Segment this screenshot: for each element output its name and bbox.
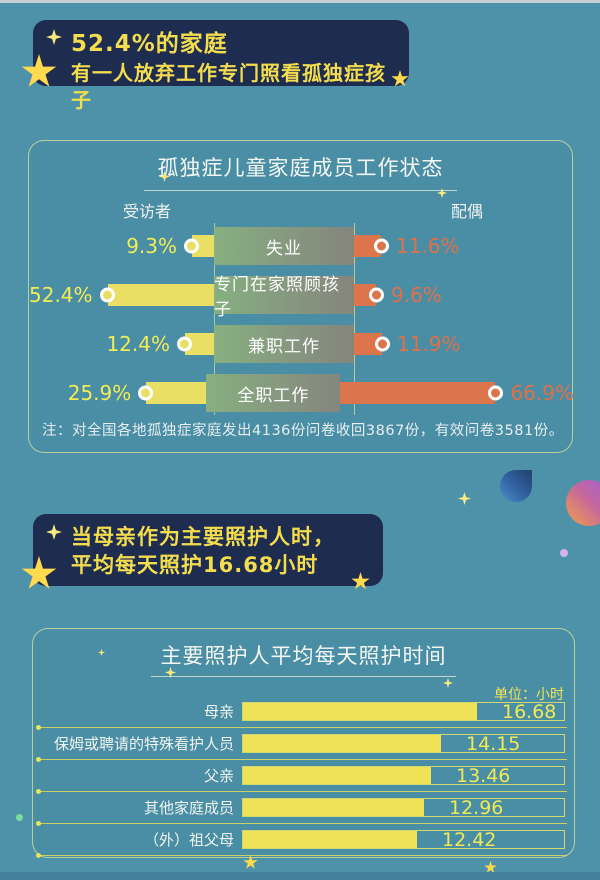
category-label: 母亲	[203, 703, 234, 721]
planet-icon	[566, 480, 600, 526]
value-label: 12.42	[442, 828, 497, 851]
spouse-bar	[354, 333, 390, 355]
chart2-title: 主要照护人平均每天照护时间	[160, 644, 447, 668]
chart1-right-header: 配偶	[450, 202, 483, 221]
axis-dot-icon	[36, 757, 41, 762]
bar-fill	[243, 735, 441, 752]
left-value-label: 12.4%	[106, 332, 170, 356]
left-value-label: 52.4%	[29, 283, 93, 307]
unit-label: 单位：小时	[494, 687, 564, 703]
axis-dot-icon	[36, 853, 41, 858]
chart2-panel: 主要照护人平均每天照护时间 单位：小时 母亲 16.68 保姆或聘请的特殊看护人…	[32, 628, 575, 858]
headline-line1: 52.4%的家庭	[71, 31, 228, 57]
spouse-bar	[340, 382, 504, 404]
right-value-label: 11.9%	[397, 332, 461, 356]
sparkle-star-icon	[98, 649, 105, 656]
bar-end-dot-icon	[184, 238, 199, 254]
comet-icon	[500, 470, 532, 502]
bar-track: 14.15	[242, 732, 565, 755]
chart1-title: 孤独症儿童家庭成员工作状态	[157, 156, 444, 180]
right-value-label: 66.9%	[510, 381, 574, 405]
bar-end-dot-icon	[138, 385, 154, 401]
chart1-row: 9.3% 失业 11.6%	[29, 227, 574, 265]
category-label: 保姆或聘请的特殊看护人员	[53, 735, 234, 753]
axis-dot-icon	[36, 725, 41, 730]
value-label: 14.15	[466, 732, 521, 755]
bar-end-dot-icon	[374, 238, 389, 254]
sparkle-star-icon	[443, 678, 453, 688]
chart1-right-axis-line	[354, 223, 355, 415]
sparkle-star-icon	[458, 492, 471, 505]
bar-end-dot-icon	[99, 287, 115, 303]
page-top-edge	[0, 0, 600, 3]
axis-dot-icon	[36, 789, 41, 794]
bar-end-dot-icon	[177, 336, 192, 352]
chart2-row: 母亲 16.68	[36, 696, 567, 730]
left-value-label: 9.3%	[126, 234, 177, 258]
bar-track: 16.68	[242, 700, 565, 723]
category-label: （外）祖父母	[143, 831, 234, 849]
lavender-dot-icon	[560, 549, 568, 557]
sparkle-star-icon	[165, 667, 176, 678]
value-label: 12.96	[449, 796, 504, 819]
chart1-left-axis-line	[214, 223, 215, 415]
green-dot-icon	[16, 814, 23, 821]
headline-banner-2: 当母亲作为主要照护人时， 平均每天照护16.68小时	[21, 514, 383, 590]
respondent-bar	[184, 235, 214, 257]
sparkle-star-icon	[437, 188, 447, 198]
bar-track: 12.42	[242, 828, 565, 851]
big-star-icon	[21, 54, 57, 87]
category-label: 兼职工作	[214, 325, 354, 363]
bar-end-dot-icon	[369, 287, 384, 303]
small-star-icon	[484, 861, 497, 873]
right-value-label: 11.6%	[396, 234, 460, 258]
bar-fill	[243, 831, 417, 848]
chart1-left-header: 受访者	[122, 202, 171, 221]
category-label: 其他家庭成员	[143, 799, 234, 817]
chart1-row: 12.4% 兼职工作 11.9%	[29, 325, 574, 363]
chart1-panel: 孤独症儿童家庭成员工作状态 受访者 配偶 9.3% 失业 11.6% 52.4%	[28, 140, 574, 453]
bar-track: 12.96	[242, 796, 565, 819]
value-label: 13.46	[456, 764, 511, 787]
category-label: 专门在家照顾孩子	[214, 275, 354, 320]
big-star-icon	[21, 556, 57, 589]
chart2-row: 父亲 13.46	[36, 760, 567, 794]
chart1-title-underline	[144, 190, 457, 191]
page-bottom-edge	[0, 872, 600, 880]
sparkle-star-icon	[46, 29, 62, 45]
right-value-label: 9.6%	[391, 283, 442, 307]
survey-note: 注：对全国各地孤独症家庭发出4136份问卷收回3867份，有效问卷3581份。	[42, 423, 564, 439]
bar-track: 13.46	[242, 764, 565, 787]
category-label: 失业	[214, 227, 354, 265]
headline-banner-1: 52.4%的家庭 有一人放弃工作专门照看孤独症孩子	[21, 20, 409, 112]
chart2-title-underline	[151, 676, 456, 677]
axis-dot-icon	[36, 821, 41, 826]
chart1-row: 25.9% 全职工作 66.9%	[29, 374, 574, 412]
respondent-bar	[138, 382, 207, 404]
left-value-label: 25.9%	[67, 381, 132, 405]
category-label: 父亲	[203, 767, 234, 785]
chart2-row: （外）祖父母 12.42	[36, 824, 567, 858]
respondent-bar	[99, 284, 214, 306]
respondent-bar	[177, 333, 214, 355]
spouse-bar	[354, 284, 384, 306]
headline-line1: 当母亲作为主要照护人时，	[71, 525, 335, 549]
bar-fill	[243, 799, 424, 816]
value-label: 16.68	[502, 700, 557, 723]
chart1-row: 52.4% 专门在家照顾孩子 9.6%	[29, 275, 574, 320]
bar-end-dot-icon	[488, 385, 504, 401]
bar-fill	[243, 767, 431, 784]
spouse-bar	[354, 235, 389, 257]
sparkle-star-icon	[159, 171, 170, 182]
bar-end-dot-icon	[375, 336, 390, 352]
headline-line2: 平均每天照护16.68小时	[71, 553, 319, 578]
category-label: 全职工作	[206, 374, 341, 412]
sparkle-star-icon	[46, 524, 62, 540]
chart2-row: 其他家庭成员 12.96	[36, 792, 567, 826]
headline-line2: 有一人放弃工作专门照看孤独症孩子	[71, 61, 386, 113]
chart2-rows: 母亲 16.68 保姆或聘请的特殊看护人员 14.15 父亲	[36, 696, 567, 858]
bar-fill	[243, 703, 477, 720]
chart2-row: 保姆或聘请的特殊看护人员 14.15	[36, 728, 567, 762]
